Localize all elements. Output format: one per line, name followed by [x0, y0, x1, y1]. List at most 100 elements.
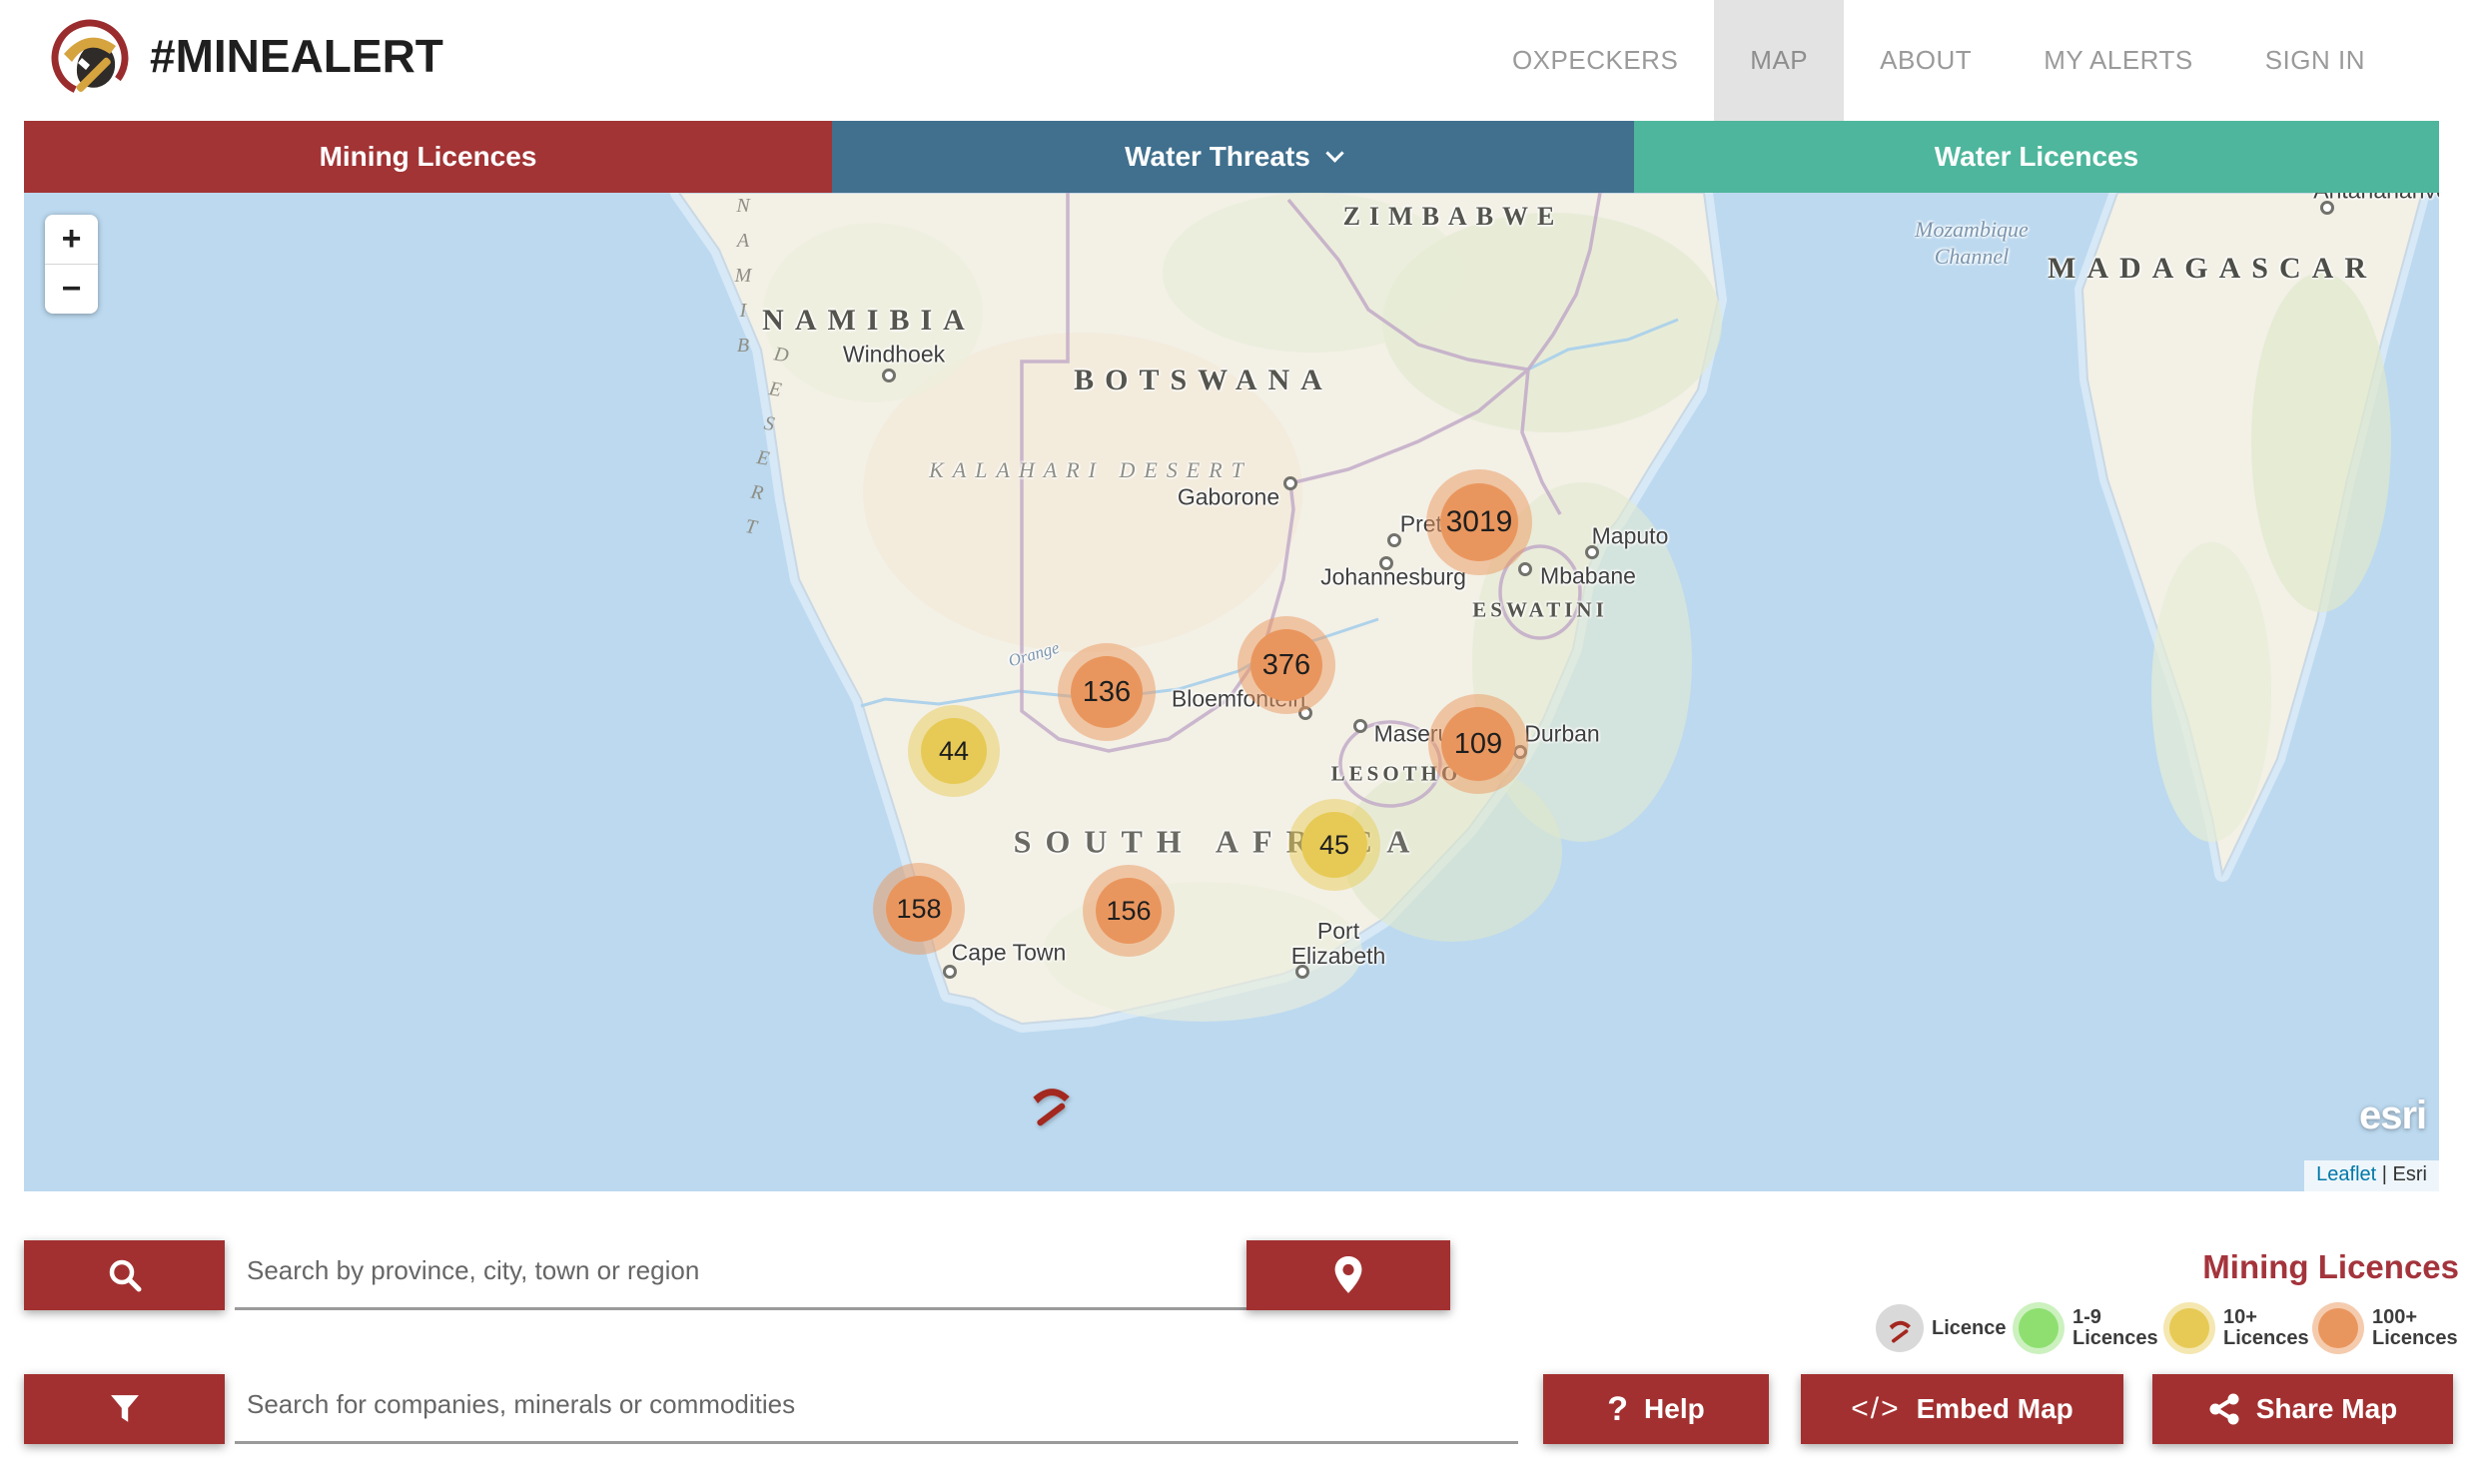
label-mbabane: Mbabane — [1540, 562, 1636, 589]
esri-watermark: esri — [2359, 1094, 2427, 1137]
label-namibia: NAMIBIA — [762, 304, 976, 337]
share-button-label: Share Map — [2255, 1393, 2398, 1424]
city-dot-maputo — [1585, 545, 1599, 559]
filter-button[interactable] — [24, 1374, 225, 1444]
cluster-marker-136[interactable]: 136 — [1058, 643, 1156, 741]
pickaxe-icon — [1033, 1089, 1070, 1126]
city-dot-gaborone — [1283, 476, 1297, 490]
location-search-input[interactable] — [235, 1240, 1253, 1310]
legend-orange-circle — [2312, 1302, 2364, 1354]
code-icon: </> — [1851, 1392, 1901, 1425]
city-dot-mbabane — [1518, 562, 1532, 576]
attribution-divider: | — [2381, 1163, 2387, 1185]
chevron-down-icon — [1325, 143, 1344, 163]
legend-10-plus-line1: 10+ — [2223, 1306, 2257, 1328]
legend-100-plus-line2: Licences — [2372, 1327, 2458, 1349]
nav-my-alerts[interactable]: MY ALERTS — [2044, 45, 2193, 75]
label-eswatini: ESWATINI — [1472, 597, 1608, 622]
layer-tabs: Mining Licences Water Threats Water Lice… — [24, 121, 2439, 193]
brand[interactable]: #MINEALERT — [48, 14, 443, 98]
cluster-marker-158[interactable]: 158 — [873, 863, 965, 955]
label-cape-town: Cape Town — [951, 939, 1067, 966]
label-elizabeth: Elizabeth — [1290, 943, 1386, 969]
cluster-count: 109 — [1441, 707, 1515, 781]
cluster-count: 136 — [1071, 656, 1143, 728]
share-icon — [2209, 1393, 2239, 1425]
legend-title: Mining Licences — [2202, 1248, 2459, 1285]
map-attribution: Leaflet | Esri — [2304, 1160, 2439, 1191]
cluster-count: 376 — [1250, 629, 1322, 701]
zoom-divider — [45, 264, 98, 265]
search-icon — [109, 1259, 141, 1292]
legend-yellow-circle — [2163, 1302, 2215, 1354]
nav-sign-in[interactable]: SIGN IN — [2264, 45, 2365, 75]
header: #MINEALERT OXPECKERS MAP ABOUT MY ALERTS… — [0, 0, 2483, 121]
nav-oxpeckers[interactable]: OXPECKERS — [1511, 45, 1679, 75]
label-madagascar: MADAGASCAR — [2048, 252, 2377, 285]
help-button[interactable]: ? Help — [1543, 1374, 1769, 1444]
nav-about[interactable]: ABOUT — [1880, 45, 1973, 75]
tab-water-licences-label: Water Licences — [1934, 141, 2139, 172]
zoom-out-button[interactable]: − — [61, 270, 82, 308]
brand-name: #MINEALERT — [150, 30, 443, 82]
label-johannesburg: Johannesburg — [1320, 563, 1466, 590]
map-canvas[interactable]: ZIMBABWE NAMIBIA BOTSWANA SOUTH AFRICA M… — [24, 193, 2439, 1191]
cluster-count: 44 — [921, 718, 987, 784]
esri-link[interactable]: Esri — [2392, 1163, 2427, 1185]
leaflet-link[interactable]: Leaflet — [2316, 1163, 2377, 1185]
city-dot-maseru — [1353, 719, 1367, 733]
share-map-button[interactable]: Share Map — [2152, 1374, 2453, 1444]
legend-10-plus-label: 10+ Licences — [2223, 1307, 2309, 1349]
zoom-in-button[interactable]: + — [61, 220, 82, 258]
cluster-marker-376[interactable]: 376 — [1238, 616, 1335, 714]
cluster-count: 45 — [1301, 812, 1367, 878]
cluster-marker-3019[interactable]: 3019 — [1426, 469, 1532, 575]
legend-100-plus-line1: 100+ — [2372, 1306, 2418, 1328]
legend-10-plus-line2: Licences — [2223, 1327, 2309, 1349]
cluster-marker-109[interactable]: 109 — [1428, 694, 1528, 794]
basemap — [670, 193, 2430, 1033]
label-mozambique: Mozambique — [1915, 217, 2029, 242]
label-maputo: Maputo — [1591, 522, 1669, 549]
label-namib: NAMIB — [732, 195, 754, 370]
tab-mining-licences-label: Mining Licences — [319, 141, 537, 172]
main-nav: OXPECKERS MAP ABOUT MY ALERTS SIGN IN — [1476, 0, 2401, 121]
location-pin-icon — [1334, 1256, 1362, 1293]
cluster-marker-44[interactable]: 44 — [908, 705, 1000, 797]
search-location-button[interactable] — [24, 1240, 225, 1310]
tab-water-licences[interactable]: Water Licences — [1634, 121, 2439, 193]
city-dot-cape-town — [943, 965, 957, 979]
tab-mining-licences[interactable]: Mining Licences — [24, 121, 832, 193]
help-button-label: Help — [1644, 1393, 1705, 1424]
tab-water-threats[interactable]: Water Threats — [832, 121, 1634, 193]
label-mozambique-channel: Mozambique Channel — [1915, 216, 2029, 270]
label-port-elizabeth: Port Elizabeth — [1291, 919, 1386, 969]
label-antananarivo: Antananarivo — [2313, 193, 2439, 205]
label-durban: Durban — [1524, 720, 1600, 747]
cluster-marker-156[interactable]: 156 — [1083, 865, 1175, 957]
locate-me-button[interactable] — [1246, 1240, 1450, 1310]
city-dot-port-elizabeth — [1295, 965, 1309, 979]
legend-item-10-plus: 10+ Licences — [2163, 1302, 2309, 1354]
city-dot-johannesburg — [1379, 556, 1393, 570]
cluster-count: 3019 — [1440, 483, 1518, 561]
nav-map[interactable]: MAP — [1714, 0, 1845, 121]
single-licence-pickaxe-marker[interactable] — [1022, 1073, 1080, 1135]
label-kalahari-desert: KALAHARI DESERT — [929, 457, 1252, 482]
label-gaborone: Gaborone — [1177, 483, 1280, 510]
label-port: Port — [1316, 918, 1360, 944]
tab-water-threats-label: Water Threats — [1125, 141, 1310, 172]
embed-map-button[interactable]: </> Embed Map — [1801, 1374, 2123, 1444]
cluster-marker-45[interactable]: 45 — [1288, 799, 1380, 891]
commodity-search-input[interactable] — [235, 1374, 1518, 1444]
legend-1-9-line2: Licences — [2072, 1327, 2158, 1349]
city-dot-pretoria — [1387, 533, 1401, 547]
embed-button-label: Embed Map — [1916, 1393, 2073, 1424]
minealert-logo-icon — [51, 19, 129, 97]
legend-1-9-line1: 1-9 — [2072, 1306, 2101, 1328]
legend-licence-label: Licence — [1932, 1316, 2007, 1339]
legend-item-1-9: 1-9 Licences — [2013, 1302, 2158, 1354]
question-mark-icon: ? — [1607, 1389, 1629, 1428]
legend-100-plus-label: 100+ Licences — [2372, 1307, 2458, 1349]
